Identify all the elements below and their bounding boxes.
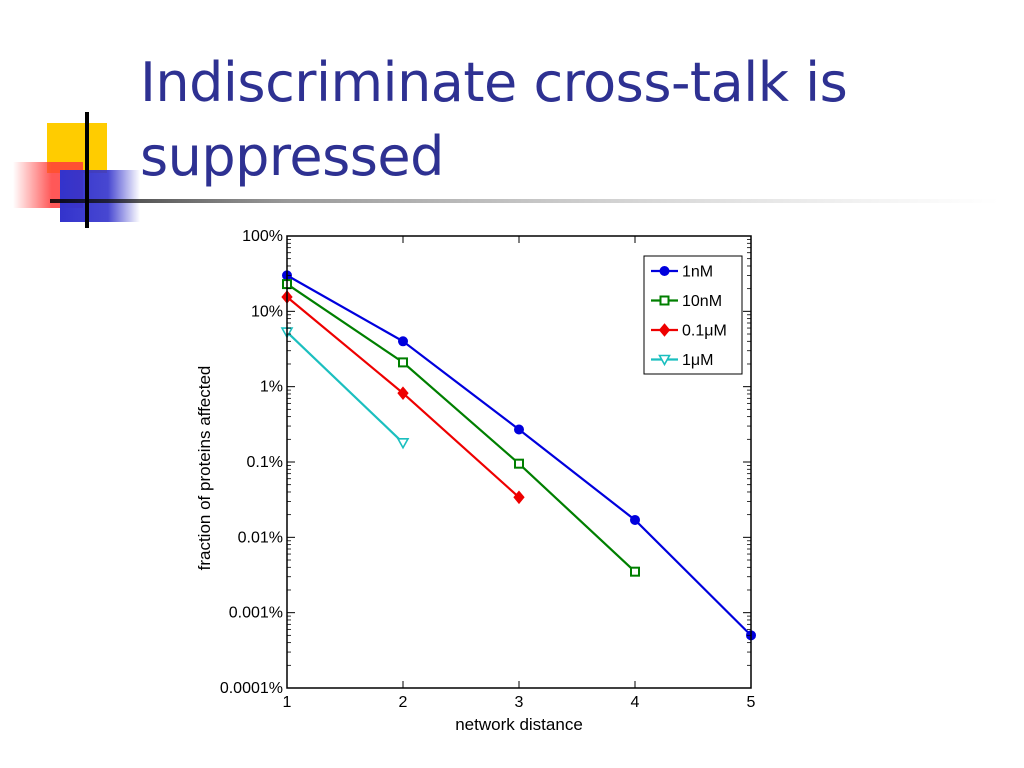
chart-marks (280, 270, 756, 641)
legend-label: 1μM (682, 352, 713, 369)
data-point (513, 490, 525, 505)
legend-marker (659, 295, 670, 306)
series-1 (282, 279, 640, 577)
y-tick-label: 1% (260, 379, 283, 396)
x-tick-label: 4 (631, 694, 640, 711)
slide-title: Indiscriminate cross-talk is suppressed (140, 51, 848, 188)
data-point (397, 386, 409, 400)
legend-label: 10nM (682, 293, 722, 310)
deco-vertical-line (85, 112, 89, 228)
legend-marker (658, 323, 671, 337)
data-point (630, 566, 640, 577)
data-point (398, 336, 408, 347)
deco-blue-square (60, 170, 140, 222)
decorative-squares (13, 112, 1000, 228)
legend-marker (658, 354, 671, 367)
y-tick-label: 100% (242, 228, 283, 245)
legend-entry: 1μM (651, 352, 713, 369)
data-point (398, 357, 408, 368)
x-tick-label: 1 (283, 694, 292, 711)
y-tick-label: 0.001% (229, 605, 283, 622)
legend-label: 0.1μM (682, 323, 727, 340)
deco-horizontal-line (50, 199, 1000, 203)
y-tick-label: 0.0001% (220, 680, 283, 697)
data-point (396, 437, 410, 450)
legend-marker (659, 266, 670, 276)
data-point (514, 424, 524, 435)
x-tick-label: 2 (399, 694, 408, 711)
y-tick-label: 10% (251, 303, 283, 320)
y-axis-title: fraction of proteins affected (195, 366, 214, 571)
y-tick-label: 0.1% (247, 454, 283, 471)
chart-legend: 1nM 10nM 0.1μM 1μM (643, 255, 743, 375)
legend-box (643, 255, 743, 375)
series-line (286, 331, 404, 444)
data-point (630, 514, 640, 525)
data-point (514, 458, 524, 469)
series-line (286, 283, 636, 573)
x-tick-label: 3 (515, 694, 524, 711)
x-axis-title: network distance (455, 715, 583, 734)
chart-ticks: 1 2 3 4 5 100% 10% 1% 0.1% 0.01% 0.001% 0.0001% (220, 228, 756, 711)
x-tick-label: 5 (747, 694, 756, 711)
y-tick-label: 0.01% (238, 529, 283, 546)
legend-entry: 0.1μM (651, 323, 727, 340)
legend-label: 1nM (682, 264, 713, 281)
series-2 (281, 290, 525, 505)
legend-entry: 1nM (651, 264, 713, 281)
legend-entry: 10nM (651, 293, 722, 310)
